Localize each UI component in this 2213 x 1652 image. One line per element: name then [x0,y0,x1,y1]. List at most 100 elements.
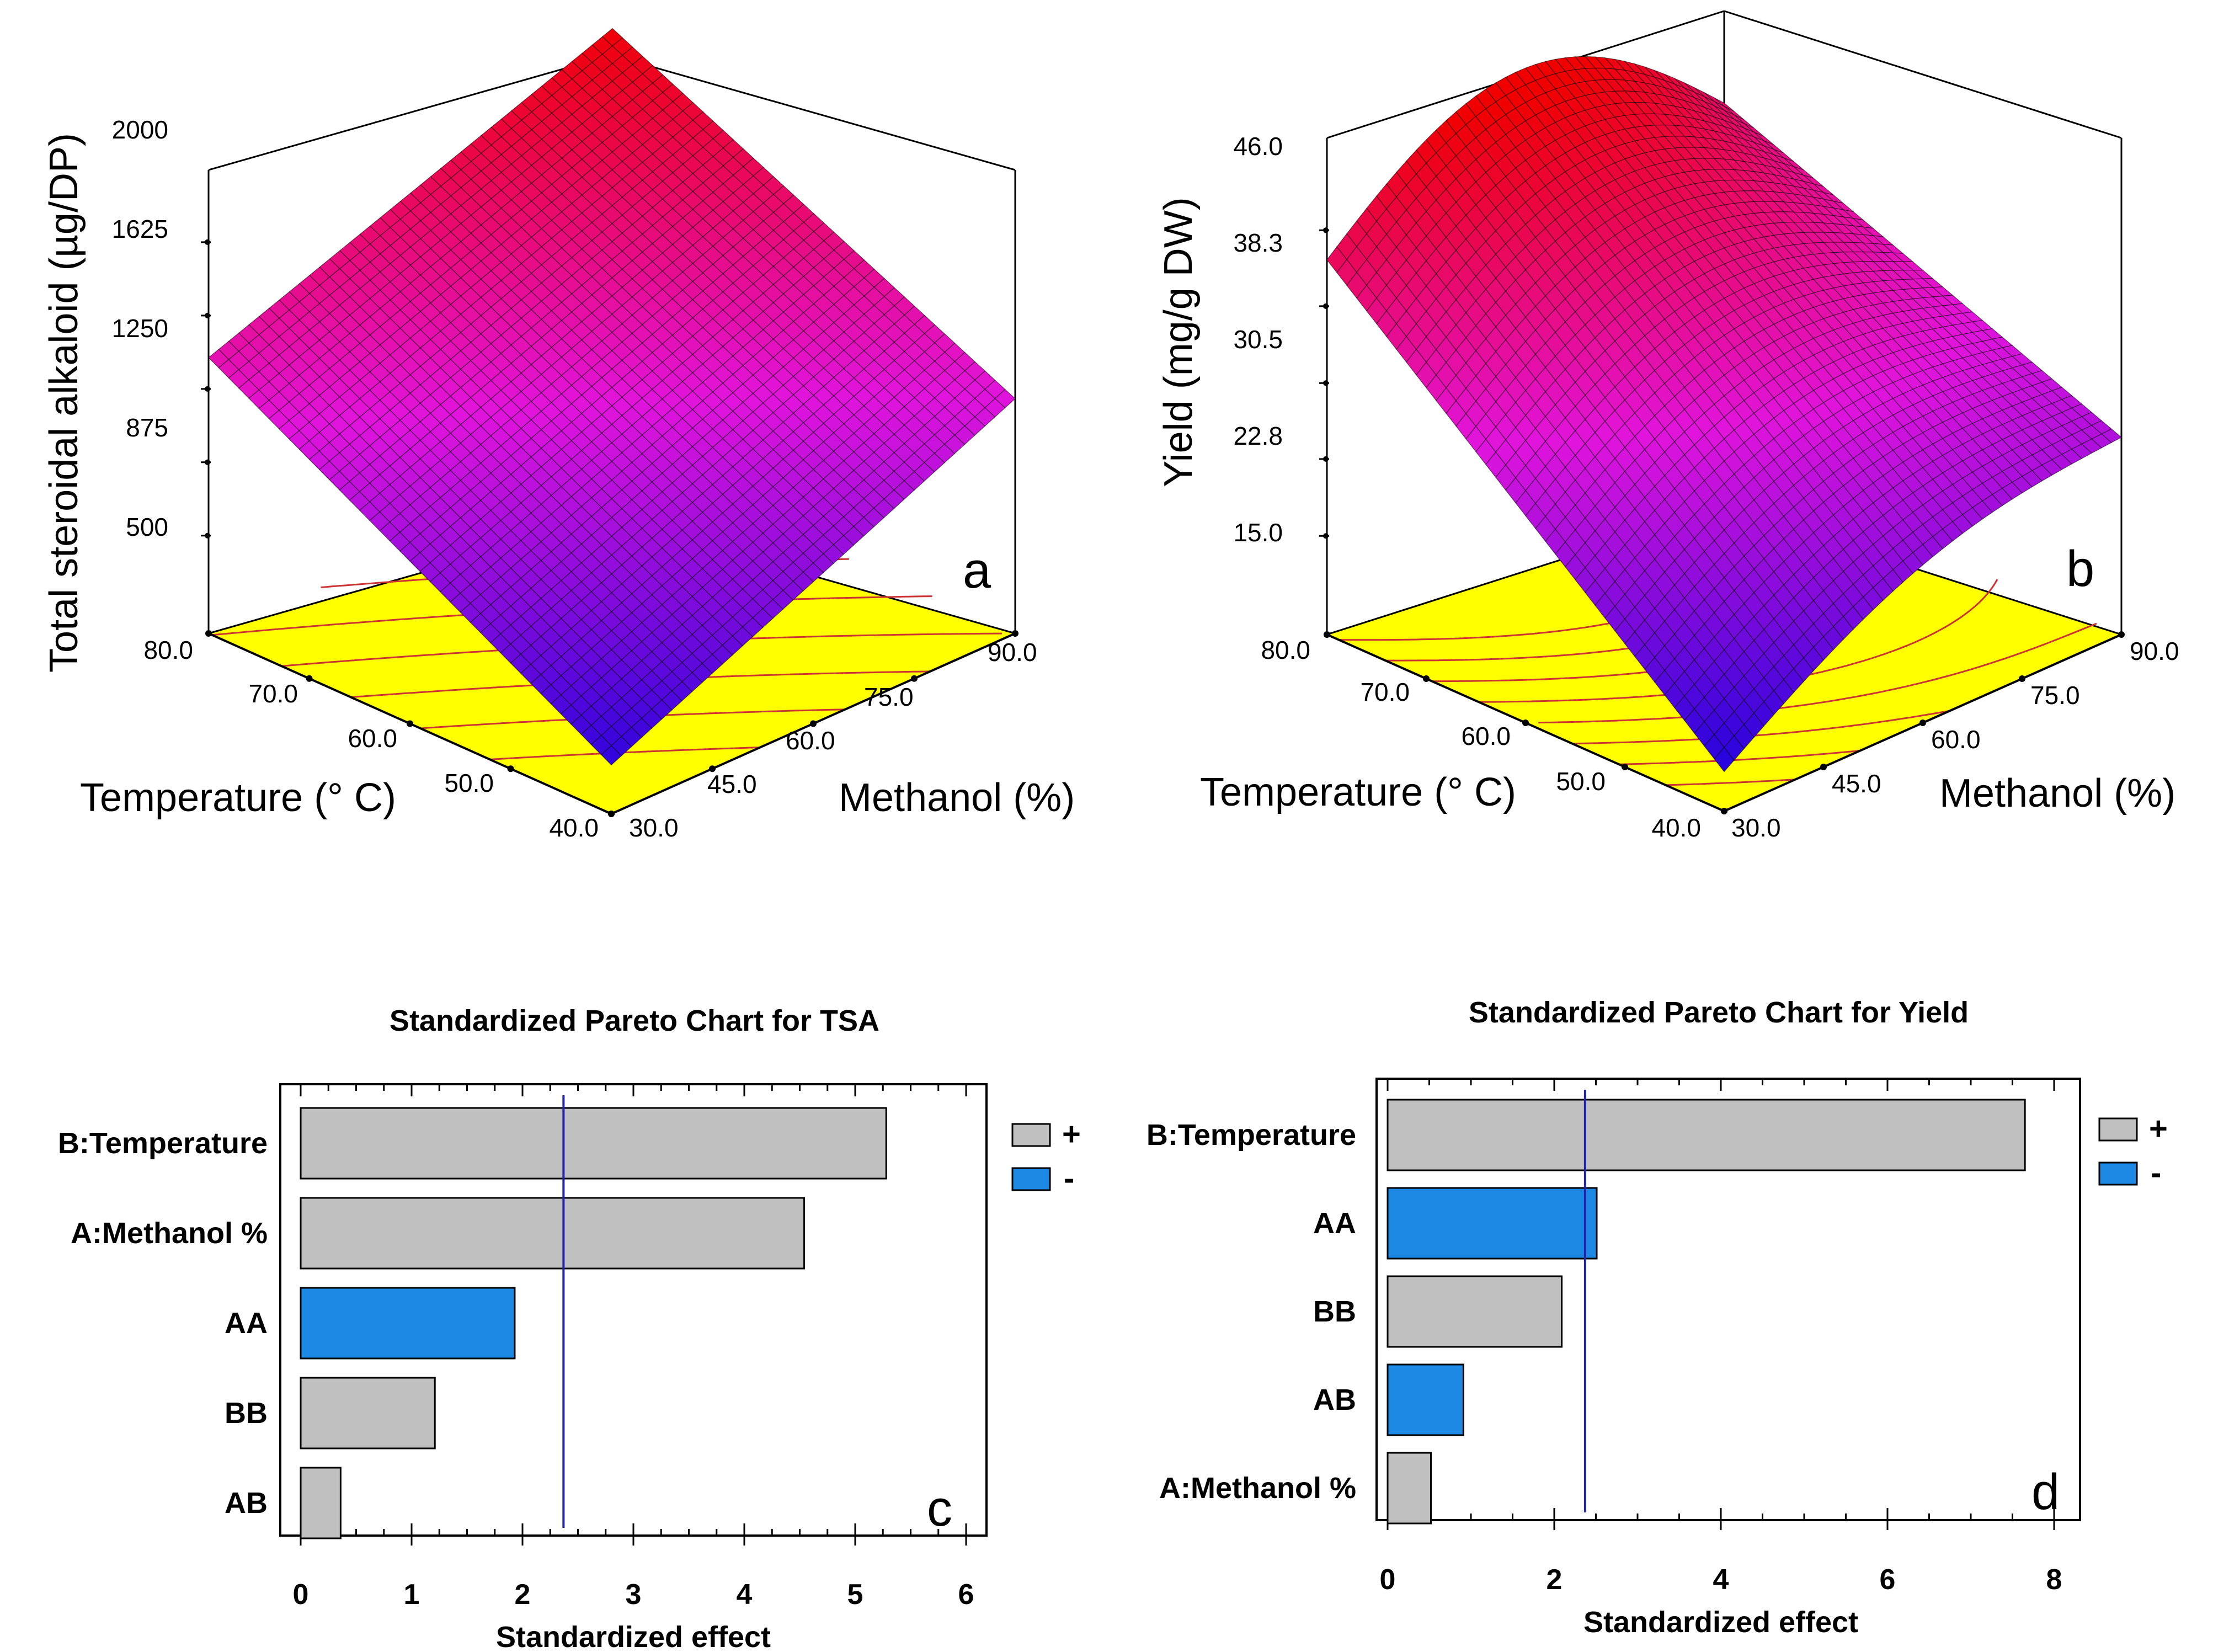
category-label: B:Temperature [58,1127,268,1160]
z-tick-dot [205,239,210,245]
category-label: AA [225,1307,268,1340]
bar-a-methanol- [300,1197,806,1270]
panel-b-letter: b [2066,541,2094,597]
y-tick-label: 70.0 [1360,678,1410,706]
x-tick-label: 2 [515,1579,531,1611]
surface-cell [600,745,622,766]
y-tick-dot [1522,720,1529,726]
z-tick-dot [1323,227,1329,233]
panel-b-front-edges [1324,631,2125,814]
panel-c-category-labels: B:Temperature A:Methanol % AA BB AB [58,1127,268,1520]
frame-edge [1724,10,2122,139]
z-tick-label: 2000 [112,115,168,144]
x-tick-label: 60.0 [786,726,835,755]
x-tick-label: 4 [737,1579,753,1611]
z-tick-label: 30.5 [1233,325,1283,354]
y-tick-dot [1622,764,1628,770]
category-label: BB [1313,1295,1356,1328]
y-tick-label: 40.0 [549,813,599,842]
z-tick-dot [1323,533,1329,539]
legend-label-plus: + [1062,1116,1081,1152]
z-tick-label: 875 [126,413,168,442]
legend-swatch-minus [1011,1167,1051,1191]
x-tick-label: 4 [1713,1564,1729,1596]
panel-c-bars [300,1107,887,1539]
y-tick-dot [205,630,212,637]
contour-line [1619,749,1860,765]
panel-c-legend: + - [1011,1116,1081,1196]
panel-d-tick-marks [1387,1079,2055,1530]
x-tick-dot [2118,631,2125,638]
panel-b-y-ticks: 40.0 50.0 60.0 70.0 80.0 [1261,636,1701,842]
surface-cell [1714,747,1735,772]
z-tick-dot [205,386,210,392]
y-tick-label: 50.0 [444,769,494,797]
panel-d-bars [1387,1099,2026,1525]
x-tick-label: 45.0 [1832,769,1881,798]
z-tick-label: 22.8 [1233,422,1283,450]
panel-d-x-tick-labels: 0 2 4 6 8 [1380,1564,2062,1596]
x-tick-label: 90.0 [2130,637,2179,665]
legend-label-plus: + [2149,1111,2168,1147]
z-tick-label: 38.3 [1233,228,1283,257]
x-tick-dot [2019,675,2025,682]
x-tick-dot [810,720,817,727]
x-tick-label: 0 [1380,1564,1396,1596]
panel-a-z-axis-label: Total steroidal alkaloid (µg/DP) [42,133,86,673]
x-tick-label: 45.0 [707,770,757,798]
y-tick-label: 60.0 [348,724,397,753]
legend-swatch-plus [1011,1123,1051,1147]
x-tick-label: 1 [404,1579,420,1611]
panel-b-z-ticks: 15.0 22.8 30.5 38.3 46.0 [1233,132,1283,547]
legend-swatch-plus [2098,1117,2138,1142]
x-tick-label: 75.0 [864,683,914,711]
y-tick-label: 80.0 [143,636,193,664]
y-tick-dot [608,811,615,817]
z-tick-dot [1323,303,1329,309]
x-tick-dot [709,765,716,772]
panel-d-legend: + - [2098,1111,2168,1191]
panel-b-z-axis-label: Yield (mg/g DW) [1156,197,1201,487]
z-tick-label: 15.0 [1233,518,1283,547]
x-tick-dot [1820,764,1827,770]
x-tick-label: 30.0 [629,813,679,842]
z-tick-dot [205,459,210,465]
x-tick-label: 0 [293,1579,309,1611]
legend-label-minus: - [1064,1160,1074,1196]
x-tick-label: 2 [1547,1564,1563,1596]
y-tick-dot [1324,631,1330,638]
panel-a-surface [208,28,1016,766]
panel-c-tick-marks [300,1084,967,1546]
frame-edge [208,54,612,171]
category-label: AB [1313,1383,1356,1416]
bar-a-methanol- [1387,1452,1432,1525]
x-tick-label: 6 [1880,1564,1896,1596]
z-tick-dot [1323,380,1329,386]
y-tick-label: 70.0 [248,679,298,708]
y-tick-dot [507,765,514,772]
panel-b-x-ticks: 30.0 45.0 60.0 75.0 90.0 [1731,637,2179,842]
x-tick-dot [911,675,918,682]
category-label: AB [225,1486,268,1520]
panel-b-x-axis-label: Methanol (%) [1939,771,2175,816]
y-tick-dot [306,675,313,682]
x-tick-label: 60.0 [1931,725,1981,754]
x-tick-label: 75.0 [2030,681,2080,710]
x-tick-label: 8 [2046,1564,2062,1596]
x-tick-label: 5 [847,1579,863,1611]
y-tick-label: 80.0 [1261,636,1310,664]
category-label: A:Methanol % [1159,1472,1356,1505]
z-tick-dot [205,312,210,318]
panel-c-x-axis-label: Standardized effect [496,1621,771,1652]
category-label: A:Methanol % [71,1217,268,1250]
legend-label-minus: - [2151,1155,2161,1191]
bar-aa [300,1287,516,1360]
bar-b-temperature [300,1107,887,1180]
panel-a-surface-plot: 500 875 1250 1625 2000 30.0 45.0 60.0 75… [42,28,1075,842]
panel-c-x-tick-labels: 0 1 2 3 4 5 6 [293,1579,974,1611]
z-tick-dot [1323,456,1329,462]
panel-d-x-axis-label: Standardized effect [1583,1606,1858,1639]
panel-a-y-ticks: 40.0 50.0 60.0 70.0 80.0 [143,636,599,842]
category-label: AA [1313,1207,1356,1240]
